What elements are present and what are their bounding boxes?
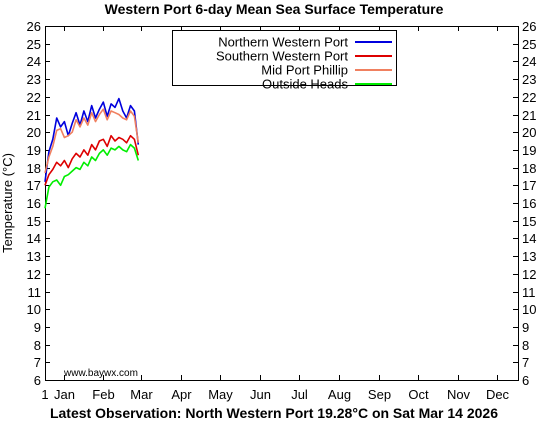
legend-box [172,30,397,86]
y-tick-label-left: 15 [27,214,41,229]
chart-title: Western Port 6-day Mean Sea Surface Temp… [104,1,444,17]
y-tick-label-right: 21 [522,108,536,123]
x-tick-label: Feb [92,387,114,402]
y-tick-label-right: 23 [522,72,536,87]
legend-label: Outside Heads [262,77,348,92]
x-tick-label: Apr [171,387,192,402]
y-tick-label-left: 21 [27,108,41,123]
y-tick-label-left: 16 [27,196,41,211]
y-tick-label-right: 10 [522,302,536,317]
y-tick-label-left: 19 [27,143,41,158]
y-tick-label-right: 11 [522,285,536,300]
legend-label: Southern Western Port [216,49,348,64]
y-tick-label-right: 12 [522,267,536,282]
y-tick-label-left: 26 [27,19,41,34]
y-tick-label-left: 9 [34,320,41,335]
x-tick-label: Jan [54,387,75,402]
series-line [44,108,140,174]
y-tick-label-left: 20 [27,125,41,140]
y-tick-label-right: 8 [522,338,529,353]
legend-label: Northern Western Port [218,35,348,50]
y-tick-label-left: 17 [27,178,41,193]
y-tick-label-right: 6 [522,373,529,388]
x-tick-label: Dec [486,387,510,402]
y-tick-label-left: 23 [27,72,41,87]
watermark: www.baywx.com [63,368,138,379]
y-tick-label-left: 12 [27,267,41,282]
y-tick-label-right: 16 [522,196,536,211]
y-tick-label-left: 8 [34,338,41,353]
y-tick-label-left: 11 [28,285,42,300]
series-line [44,134,140,186]
x-tick-label: Mar [130,387,153,402]
x-tick-label: May [208,387,233,402]
y-tick-label-left: 6 [34,373,41,388]
series-line [44,143,140,209]
y-tick-label-left: 13 [27,249,41,264]
x-tick-label: Oct [408,387,429,402]
y-tick-label-left: 14 [27,231,41,246]
y-tick-label-left: 24 [27,54,41,69]
x-tick-label: 1 [41,387,48,402]
y-tick-label-right: 9 [522,320,529,335]
y-tick-label-right: 24 [522,54,536,69]
y-tick-label-left: 22 [27,90,41,105]
y-tick-label-right: 18 [522,161,536,176]
y-axis-label: Temperature (°C) [0,153,15,253]
y-tick-label-left: 7 [34,355,41,370]
axis-ticks: 6 6 7 7 8 8 9 9 10 10 11 11 12 12 13 13 14 14 15 15 16 16 17 17… [27,19,537,402]
x-tick-label: Jul [291,387,308,402]
y-tick-label-left: 18 [27,161,41,176]
y-tick-label-left: 25 [27,37,41,52]
y-tick-label-right: 7 [522,355,529,370]
y-tick-label-right: 19 [522,143,536,158]
y-tick-label-right: 15 [522,214,536,229]
y-tick-label-right: 14 [522,231,536,246]
series-lines [44,97,140,209]
y-tick-label-right: 25 [522,37,536,52]
legend-label: Mid Port Phillip [261,63,348,78]
y-tick-label-right: 22 [522,90,536,105]
y-tick-label-right: 13 [522,249,536,264]
y-tick-label-left: 10 [27,302,41,317]
x-tick-label: Sep [368,387,391,402]
y-tick-label-right: 26 [522,19,536,34]
y-tick-label-right: 20 [522,125,536,140]
x-tick-label: Jun [250,387,271,402]
chart-footer: Latest Observation: North Western Port 1… [49,405,499,421]
series-line [44,97,140,182]
x-tick-label: Nov [447,387,471,402]
x-tick-label: Aug [328,387,351,402]
y-tick-label-right: 17 [522,178,536,193]
